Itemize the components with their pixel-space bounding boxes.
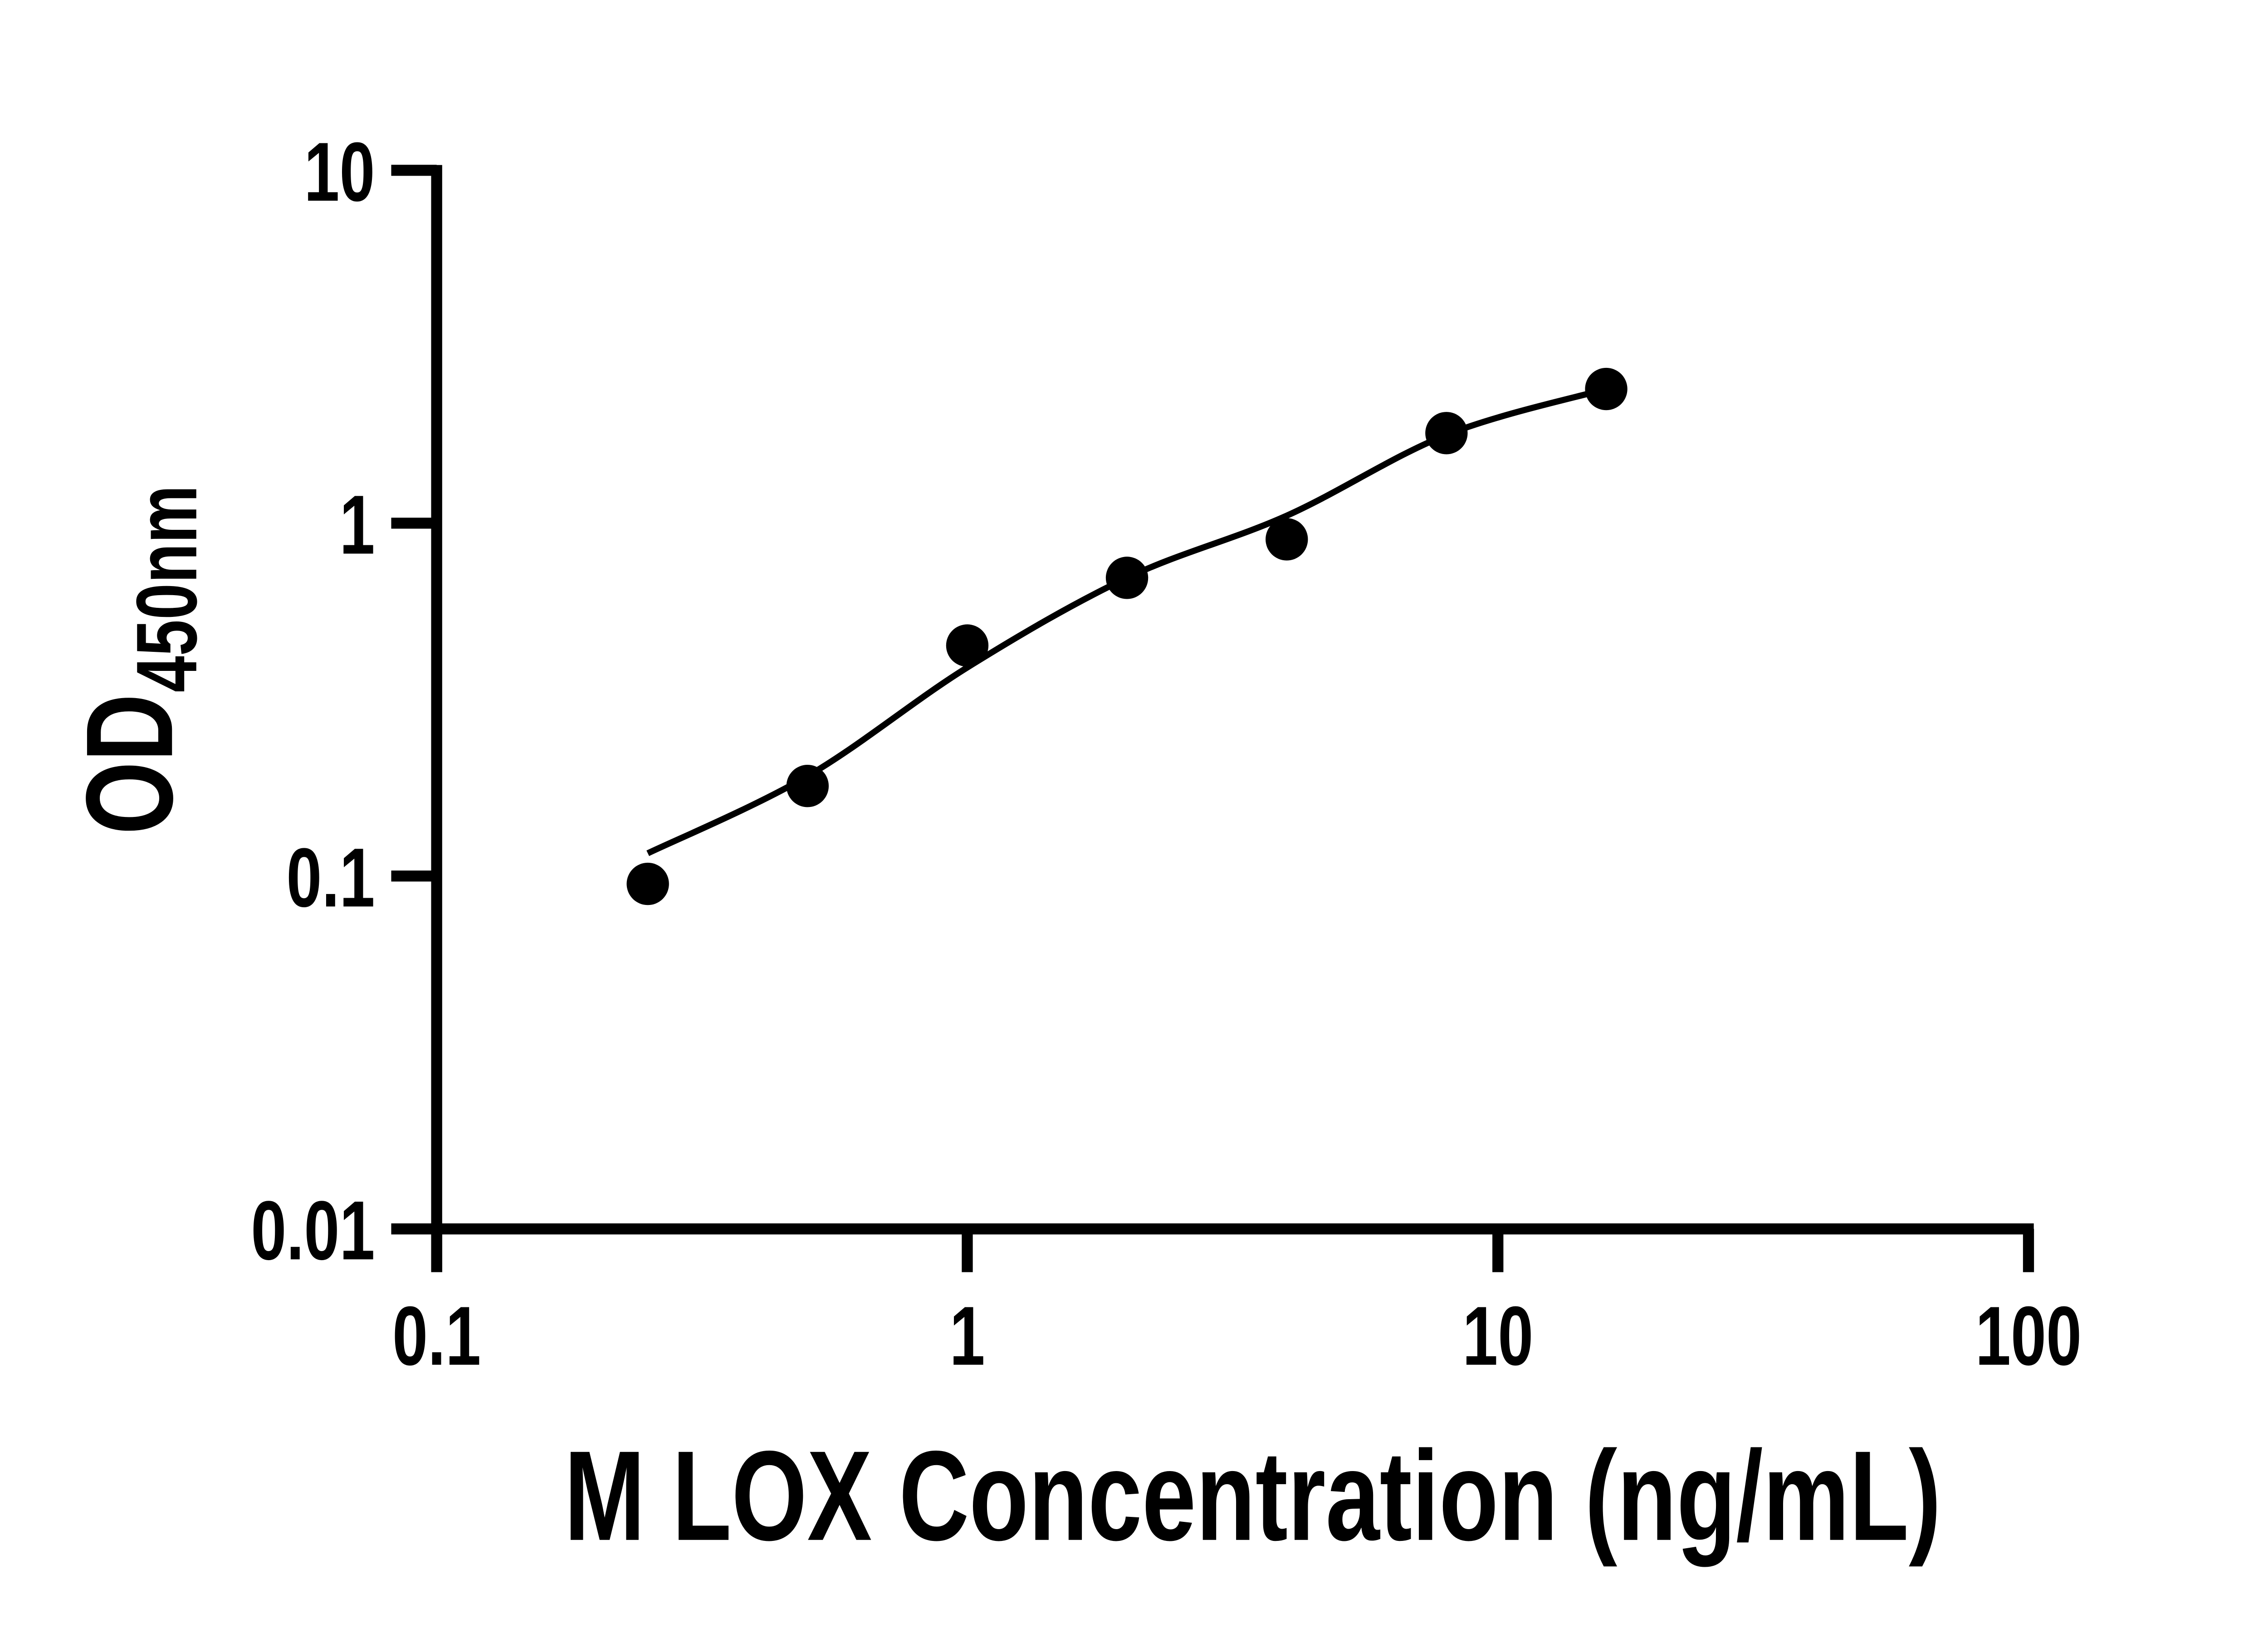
y-tick-label-wrap: 0.01 — [251, 1183, 375, 1277]
data-point — [946, 624, 989, 667]
y-axis-title-subscript: 450nm — [119, 485, 215, 693]
data-point — [1266, 518, 1308, 561]
x-ticks — [431, 1229, 2034, 1272]
data-points — [626, 367, 1628, 905]
y-tick-label-wrap: 1 — [339, 478, 375, 572]
x-tick-label: 10 — [1462, 1289, 1533, 1383]
x-tick-label-wrap: 1 — [949, 1289, 985, 1383]
data-point — [1425, 412, 1468, 455]
x-tick-label-wrap: 100 — [1975, 1289, 2082, 1383]
y-axis-title-wrap: OD 450nm — [61, 485, 215, 835]
x-tick-label-wrap: 0.1 — [392, 1289, 481, 1383]
y-tick-label-wrap: 10 — [304, 125, 375, 219]
y-tick-label-wrap: 0.1 — [286, 831, 375, 924]
y-ticks — [391, 165, 437, 1235]
y-tick-label: 10 — [304, 125, 375, 219]
x-tick-label: 100 — [1975, 1289, 2082, 1383]
x-tick-labels: 0.1 1 10 100 — [392, 1289, 2082, 1383]
x-tick-label-wrap: 10 — [1462, 1289, 1533, 1383]
y-axis-title-base: OD — [61, 694, 199, 835]
x-tick-label: 1 — [949, 1289, 985, 1383]
y-axis: 10 1 0.1 0.01 — [251, 125, 442, 1277]
data-point — [1585, 367, 1628, 411]
x-axis-title: M LOX Concentration (ng/mL) — [564, 1424, 1941, 1567]
y-tick-label: 1 — [339, 478, 375, 572]
data-point — [626, 862, 669, 905]
x-axis-title-wrap: M LOX Concentration (ng/mL) — [564, 1424, 1941, 1567]
y-tick-label: 0.01 — [251, 1183, 375, 1277]
data-point — [1105, 557, 1149, 599]
x-tick-label: 0.1 — [392, 1289, 481, 1383]
y-tick-label: 0.1 — [286, 831, 375, 924]
x-axis: 0.1 1 10 100 — [392, 1223, 2082, 1383]
data-point — [786, 765, 829, 807]
y-tick-labels: 10 1 0.1 0.01 — [251, 125, 375, 1277]
y-axis-title: OD 450nm — [61, 485, 215, 835]
